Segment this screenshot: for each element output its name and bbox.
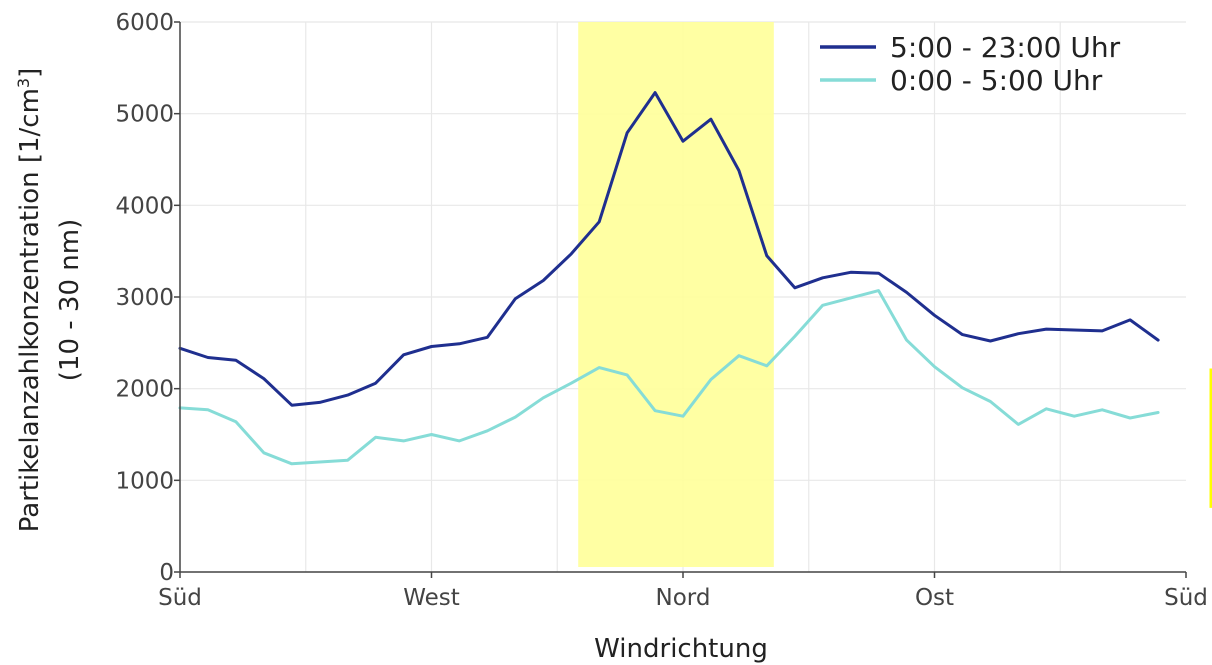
highlight-region — [578, 22, 774, 567]
series-lines — [178, 91, 1160, 466]
y-tick-label: 3000 — [115, 285, 174, 311]
x-tick-label: Ost — [915, 585, 954, 611]
y-tick-label: 0 — [159, 560, 174, 586]
y-tick-labels: 0 1000 2000 3000 4000 5000 6000 — [115, 10, 174, 586]
y-tick-label: 1000 — [115, 468, 174, 494]
y-tick-label: 5000 — [115, 102, 174, 128]
y-axis-title: Partikelanzahlkonzentration [1/cm3] — [14, 68, 46, 533]
legend-label: 5:00 - 23:00 Uhr — [890, 31, 1121, 64]
axes — [174, 21, 1187, 578]
x-tick-label: Nord — [656, 585, 711, 611]
x-tick-label: West — [403, 585, 460, 611]
y-axis-title-bracket: ] — [15, 68, 45, 78]
y-tick-label: 6000 — [115, 10, 174, 36]
x-axis-title: Windrichtung — [594, 634, 768, 664]
series-line — [178, 289, 1160, 466]
y-axis-subtitle: (10 - 30 nm) — [55, 219, 85, 381]
y-tick-label: 4000 — [115, 193, 174, 219]
x-tick-label: Süd — [158, 585, 202, 611]
series-line — [178, 91, 1160, 407]
y-axis-title-main: Partikelanzahlkonzentration [1/cm — [15, 88, 45, 532]
legend-label: 0:00 - 5:00 Uhr — [890, 64, 1103, 97]
x-tick-label: Süd — [1164, 585, 1208, 611]
y-axis-title-superscript: 3 — [14, 78, 33, 88]
x-tick-labels: Süd West Nord Ost Süd — [158, 585, 1208, 611]
y-tick-label: 2000 — [115, 377, 174, 403]
